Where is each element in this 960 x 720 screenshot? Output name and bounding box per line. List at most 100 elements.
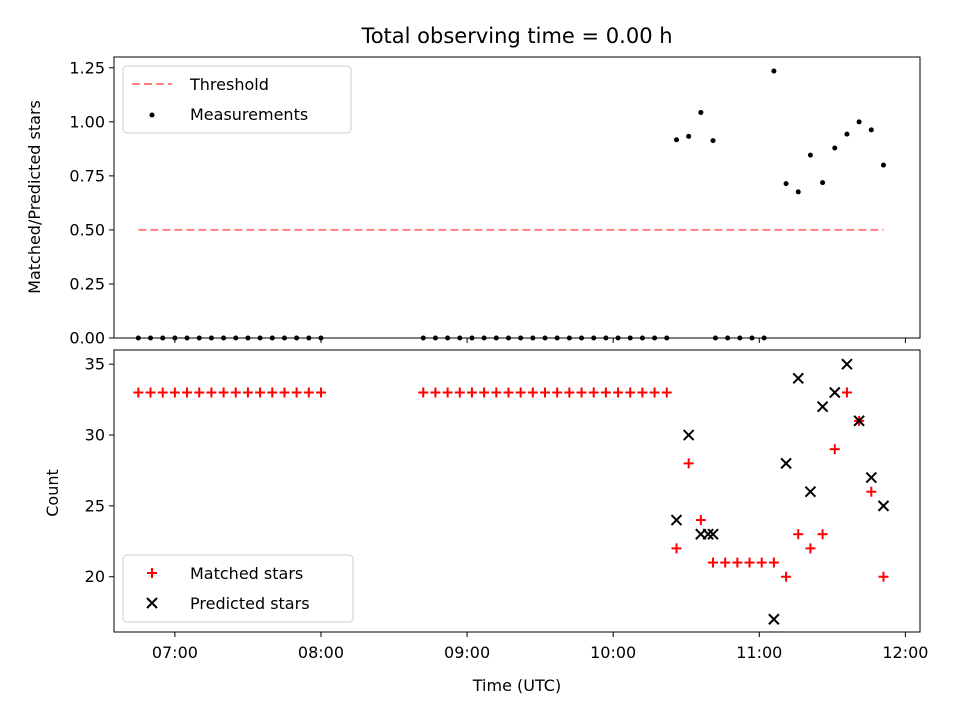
matched-star-point [600,387,611,398]
matched-star-point [206,387,217,398]
predicted-star-point [702,528,714,540]
matched-star-point [866,486,877,497]
bottom-y-axis-label: Count [43,469,62,517]
measurement-point [481,335,487,341]
matched-star-point [515,387,526,398]
bottom-x-tick-label: 11:00 [736,643,782,662]
measurement-point [844,131,850,137]
measurement-point [135,335,141,341]
measurement-point [761,335,767,341]
matched-star-point [768,557,779,568]
predicted-x-b [702,528,714,540]
matched-star-point [805,543,816,554]
measurement-point [566,335,572,341]
matched-star-point [878,571,889,582]
top-y-axis-label: Matched/Predicted stars [25,100,44,294]
predicted-x-b [780,457,792,470]
matched-star-point [576,387,587,398]
legend-measurements-swatch [149,112,155,118]
measurement-point [493,335,499,341]
measurement-point [856,119,862,125]
predicted-x-b [707,528,719,540]
legend-matched-label: Matched stars [190,564,303,583]
measurement-point [518,335,524,341]
matched-star-point [442,387,453,398]
measurement-point [184,335,190,341]
measurement-point [664,335,670,341]
matched-star-point [649,387,660,398]
matched-star-point [279,387,290,398]
top-y-tick-label: 1.00 [69,112,105,131]
bottom-y-tick-label: 25 [85,496,105,515]
predicted-star-point [780,457,792,470]
measurement-point [868,127,874,133]
matched-star-point [817,529,828,540]
matched-star-point [182,387,193,398]
matched-star-point [695,515,706,526]
bottom-x-tick-label: 09:00 [444,643,490,662]
bottom-x-tick-label: 10:00 [590,643,636,662]
matched-star-point [744,557,755,568]
bottom-plot-marks [133,358,890,625]
measurement-point [698,110,704,116]
matched-star-point [527,387,538,398]
predicted-star-point [792,372,804,385]
measurement-point [160,335,166,341]
measurement-point [783,181,789,187]
matched-star-point [613,387,624,398]
bottom-legend-box [122,554,354,623]
matched-star-point [661,387,672,398]
matched-star-point [552,387,563,398]
matched-star-point [720,557,731,568]
predicted-x-b [841,358,853,370]
matched-star-point [756,557,767,568]
matched-star-point [291,387,302,398]
top-panel: 0.00 0.25 0.50 0.75 1.00 1.25 Matched/Predict… [25,56,921,348]
legend-measurements-label: Measurements [190,105,308,124]
matched-star-point [503,387,514,398]
top-y-tick-label: 0.25 [69,274,105,293]
measurement-point [245,335,251,341]
measurement-point [505,335,511,341]
predicted-star-point [804,486,817,498]
matched-star-point [255,387,266,398]
matched-star-point [315,387,326,398]
matched-star-point [564,387,575,398]
measurement-point [306,335,312,341]
predicted-x-b [865,471,878,484]
matched-star-point [829,444,840,455]
bottom-y-tick-label: 20 [85,567,105,586]
matched-star-point [479,387,490,398]
matched-star-point [194,387,205,398]
predicted-x-b [804,486,817,498]
measurement-point [221,335,227,341]
top-y-tick-label: 1.25 [69,58,105,77]
measurement-point [652,335,658,341]
measurement-point [673,137,679,143]
matched-star-point [218,387,229,398]
measurement-point [832,145,838,151]
bottom-y-tick-label: 35 [85,355,105,374]
predicted-star-point [816,400,829,413]
matched-star-point [708,557,719,568]
legend-matched-swatch [147,568,157,578]
matched-star-point [781,571,792,582]
matched-star-point [133,387,144,398]
predicted-star-point [841,358,853,370]
matched-star-point [793,529,804,540]
predicted-star-point [865,471,878,484]
predicted-star-point [682,429,695,441]
matched-star-point [466,387,477,398]
matched-star-point [671,543,682,554]
matched-star-point [491,387,502,398]
matched-star-point [841,387,852,398]
measurement-point [196,335,202,341]
measurement-point [771,68,777,74]
top-plot-marks [135,68,886,341]
measurement-point [710,138,716,144]
matched-star-point [540,387,551,398]
measurement-point [469,335,475,341]
measurement-point [807,152,813,158]
